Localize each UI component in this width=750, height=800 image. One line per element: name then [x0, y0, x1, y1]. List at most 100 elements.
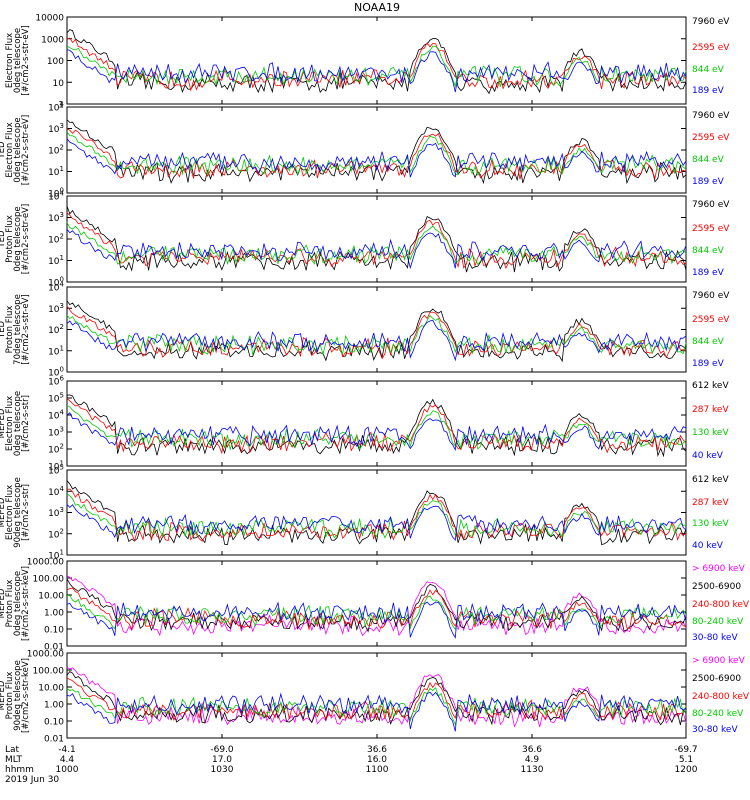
y-tick-base: 10	[48, 463, 60, 473]
series-trace	[66, 222, 687, 266]
y-tick-label: 102	[48, 144, 64, 157]
y-tick-exp: 2	[60, 443, 64, 451]
y-tick-label: 106	[48, 375, 64, 388]
legend-entry: 80-240 keV	[692, 709, 744, 719]
y-tick-label: 100	[48, 187, 64, 200]
y-axis-label: Proton Flux	[5, 306, 15, 354]
y-tick-exp: 1	[60, 549, 64, 557]
y-tick-label: 0.01	[44, 643, 64, 653]
y-tick-label: 103	[48, 506, 64, 519]
y-tick-exp: 1	[60, 254, 64, 262]
y-axis-label: [#/cm2-s-str-eV]	[21, 294, 31, 364]
y-tick-base: 10	[48, 214, 60, 224]
y-tick-base: 10	[48, 257, 60, 267]
y-tick-label: 1.00	[44, 609, 64, 619]
y-tick-label: 1	[58, 101, 64, 111]
series-trace	[66, 480, 687, 546]
legend-entry: 2500-6900	[692, 582, 741, 592]
series-trace	[66, 670, 687, 726]
series-trace	[66, 394, 687, 458]
y-tick-label: 105	[48, 464, 64, 477]
y-tick-exp: 4	[60, 101, 65, 109]
y-axis-label: Electron Flux	[5, 485, 15, 540]
series-trace	[66, 412, 687, 451]
y-tick-base: 10	[48, 347, 60, 357]
y-tick-base: 10	[48, 305, 60, 315]
y-tick-base: 10	[48, 509, 60, 519]
y-tick-exp: 2	[60, 323, 64, 331]
y-tick-label: 1000.00	[27, 558, 64, 568]
y-tick-label: 100.00	[33, 667, 65, 677]
series-trace	[66, 205, 687, 273]
legend-entry: 130 keV	[692, 428, 729, 438]
legend-entry: 2595 eV	[692, 224, 730, 234]
y-axis-label: 0deg telescope	[13, 28, 23, 93]
y-tick-exp: 3	[60, 302, 64, 310]
series-trace	[66, 45, 687, 88]
y-axis-label: TED	[0, 320, 7, 339]
y-tick-exp: 3	[60, 506, 64, 514]
y-axis-label: [#/cm2-s-str-eV]	[21, 204, 31, 274]
legend-entry: 7960 eV	[692, 200, 730, 210]
series-trace	[66, 504, 687, 542]
y-tick-base: 10	[48, 193, 60, 203]
x-tick-label: 1100	[366, 765, 389, 775]
y-tick-exp: 3	[60, 426, 64, 434]
series-trace	[66, 493, 687, 539]
y-axis-label: MEPED	[0, 680, 7, 710]
y-tick-exp: 5	[60, 464, 64, 472]
y-tick-label: 103	[48, 211, 64, 224]
y-tick-base: 10	[48, 104, 60, 114]
legend-entry: 2595 eV	[692, 43, 730, 53]
x-axis: LatMLThhmm-4.14.41000-69.017.0103036.616…	[5, 745, 698, 785]
legend-entry: 130 keV	[692, 519, 729, 529]
y-axis-label: 0deg telescope	[13, 571, 23, 636]
y-tick-exp: 1	[60, 460, 64, 468]
y-tick-exp: 4	[60, 485, 65, 493]
series-trace	[66, 37, 687, 92]
y-tick-exp: 0	[60, 276, 64, 284]
x-row-label: MLT	[5, 755, 23, 765]
y-tick-exp: 0	[60, 187, 64, 195]
y-axis-label: [#/cm2-s-str]	[21, 484, 31, 541]
y-tick-base: 10	[48, 378, 60, 388]
y-tick-exp: 1	[60, 344, 64, 352]
panel-7: 1000.00 100.00 10.00 1.00 0.10 0.01 MEPEDProto…	[0, 558, 750, 653]
y-axis-label: TED	[0, 141, 7, 160]
legend-entry: 2595 eV	[692, 315, 730, 325]
y-axis-label: Electron Flux	[5, 33, 15, 88]
y-tick-label: 103	[48, 122, 64, 135]
y-tick-label: 101	[48, 344, 64, 357]
legend-entry: 40 keV	[692, 541, 724, 551]
series-trace	[66, 119, 687, 185]
legend-entry: 612 keV	[692, 381, 729, 391]
series-trace	[66, 228, 687, 270]
x-row-label: Lat	[5, 745, 20, 755]
y-axis-label: Electron Flux	[5, 396, 15, 451]
series-trace	[66, 128, 687, 180]
series-trace	[66, 138, 687, 178]
y-tick-label: 100	[47, 57, 64, 67]
series-trace	[66, 319, 687, 362]
y-axis-label: [#/cm2-s-str-keV]	[21, 658, 31, 733]
y-tick-exp: 6	[60, 375, 65, 383]
y-tick-label: 101	[48, 549, 64, 562]
y-tick-base: 10	[48, 369, 60, 379]
series-trace	[66, 488, 687, 542]
y-tick-base: 10	[48, 190, 60, 200]
y-tick-exp: 3	[60, 211, 64, 219]
x-tick-label: 4.4	[60, 755, 75, 765]
y-tick-base: 10	[48, 446, 60, 456]
y-tick-label: 102	[48, 443, 64, 456]
x-tick-label: 1000	[56, 765, 79, 775]
y-tick-label: 102	[48, 233, 64, 246]
y-tick-exp: 4	[60, 281, 65, 289]
series-trace	[66, 29, 687, 95]
y-axis-label: [#/cm2-s-str-eV]	[21, 25, 31, 95]
y-tick-exp: 2	[60, 527, 64, 535]
x-tick-label: 36.6	[522, 745, 542, 755]
y-axis-label: Proton Flux	[5, 215, 15, 263]
legend-entry: 844 eV	[692, 155, 725, 165]
y-tick-label: 104	[48, 190, 64, 203]
